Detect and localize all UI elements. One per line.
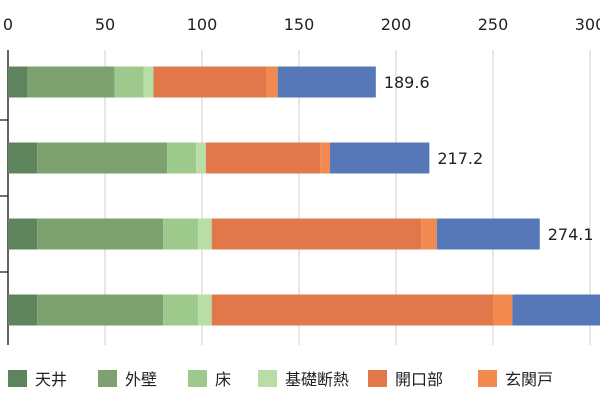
labels-layer: 0 50 100 150 200 250 300 189.6 217.2 274.1 bbox=[3, 15, 600, 244]
bar-segment-row-1-series-2 bbox=[27, 66, 115, 98]
bar-segment-row-4-series-1 bbox=[8, 294, 38, 326]
bar-segment-row-2-series-1 bbox=[8, 142, 38, 174]
bar-segment-row-1-series-5 bbox=[153, 66, 267, 98]
x-tick-label-0: 0 bbox=[3, 15, 13, 34]
bar-segment-row-3-series-6 bbox=[421, 218, 437, 250]
bar-segment-row-4-series-5 bbox=[211, 294, 493, 326]
bar-segment-row-3-series-5 bbox=[211, 218, 422, 250]
total-label-row-3: 274.1 bbox=[548, 225, 594, 244]
bar-segment-row-4-series-2 bbox=[37, 294, 164, 326]
bar-segment-row-4-series-3 bbox=[163, 294, 199, 326]
legend-label-3: 床 bbox=[215, 370, 231, 389]
grid-layer bbox=[0, 50, 591, 345]
bar-segment-row-2-series-7 bbox=[330, 142, 430, 174]
bar-segment-row-3-series-4 bbox=[198, 218, 212, 250]
bar-segment-row-1-series-7 bbox=[277, 66, 376, 98]
legend-swatch-4 bbox=[258, 370, 277, 387]
bar-segment-row-1-series-3 bbox=[114, 66, 144, 98]
legend-swatch-1 bbox=[8, 370, 27, 387]
bars-layer bbox=[8, 66, 600, 326]
bar-segment-row-2-series-4 bbox=[196, 142, 206, 174]
bar-segment-row-2-series-3 bbox=[167, 142, 197, 174]
legend-label-1: 天井 bbox=[35, 370, 67, 389]
legend-label-4: 基礎断熱 bbox=[285, 370, 349, 389]
bar-segment-row-4-series-7 bbox=[512, 294, 600, 326]
bar-segment-row-4-series-6 bbox=[493, 294, 513, 326]
x-tick-label-250: 250 bbox=[478, 15, 509, 34]
legend-swatch-5 bbox=[368, 370, 387, 387]
legend-label-2: 外壁 bbox=[125, 370, 157, 389]
bar-segment-row-3-series-1 bbox=[8, 218, 38, 250]
legend-swatch-2 bbox=[98, 370, 117, 387]
x-tick-label-100: 100 bbox=[187, 15, 218, 34]
legend-swatch-3 bbox=[188, 370, 207, 387]
legend-swatch-6 bbox=[478, 370, 497, 387]
x-tick-label-150: 150 bbox=[284, 15, 315, 34]
bar-segment-row-3-series-3 bbox=[163, 218, 199, 250]
bar-segment-row-2-series-2 bbox=[37, 142, 168, 174]
bar-segment-row-3-series-7 bbox=[436, 218, 540, 250]
bar-segment-row-4-series-4 bbox=[198, 294, 212, 326]
total-label-row-1: 189.6 bbox=[384, 73, 430, 92]
bar-segment-row-2-series-6 bbox=[320, 142, 331, 174]
total-label-row-2: 217.2 bbox=[437, 149, 483, 168]
bar-segment-row-2-series-5 bbox=[205, 142, 321, 174]
x-tick-label-200: 200 bbox=[381, 15, 412, 34]
bar-segment-row-1-series-1 bbox=[8, 66, 28, 98]
bar-segment-row-1-series-6 bbox=[266, 66, 278, 98]
bar-segment-row-1-series-4 bbox=[143, 66, 154, 98]
legend-label-6: 玄関戸 bbox=[505, 370, 553, 389]
x-tick-label-50: 50 bbox=[95, 15, 115, 34]
bar-segment-row-3-series-2 bbox=[37, 218, 164, 250]
legend-layer: 天井 外壁 床 基礎断熱 開口部 玄関戸 bbox=[8, 370, 553, 389]
x-tick-label-300: 300 bbox=[575, 15, 600, 34]
legend-label-5: 開口部 bbox=[395, 370, 443, 389]
